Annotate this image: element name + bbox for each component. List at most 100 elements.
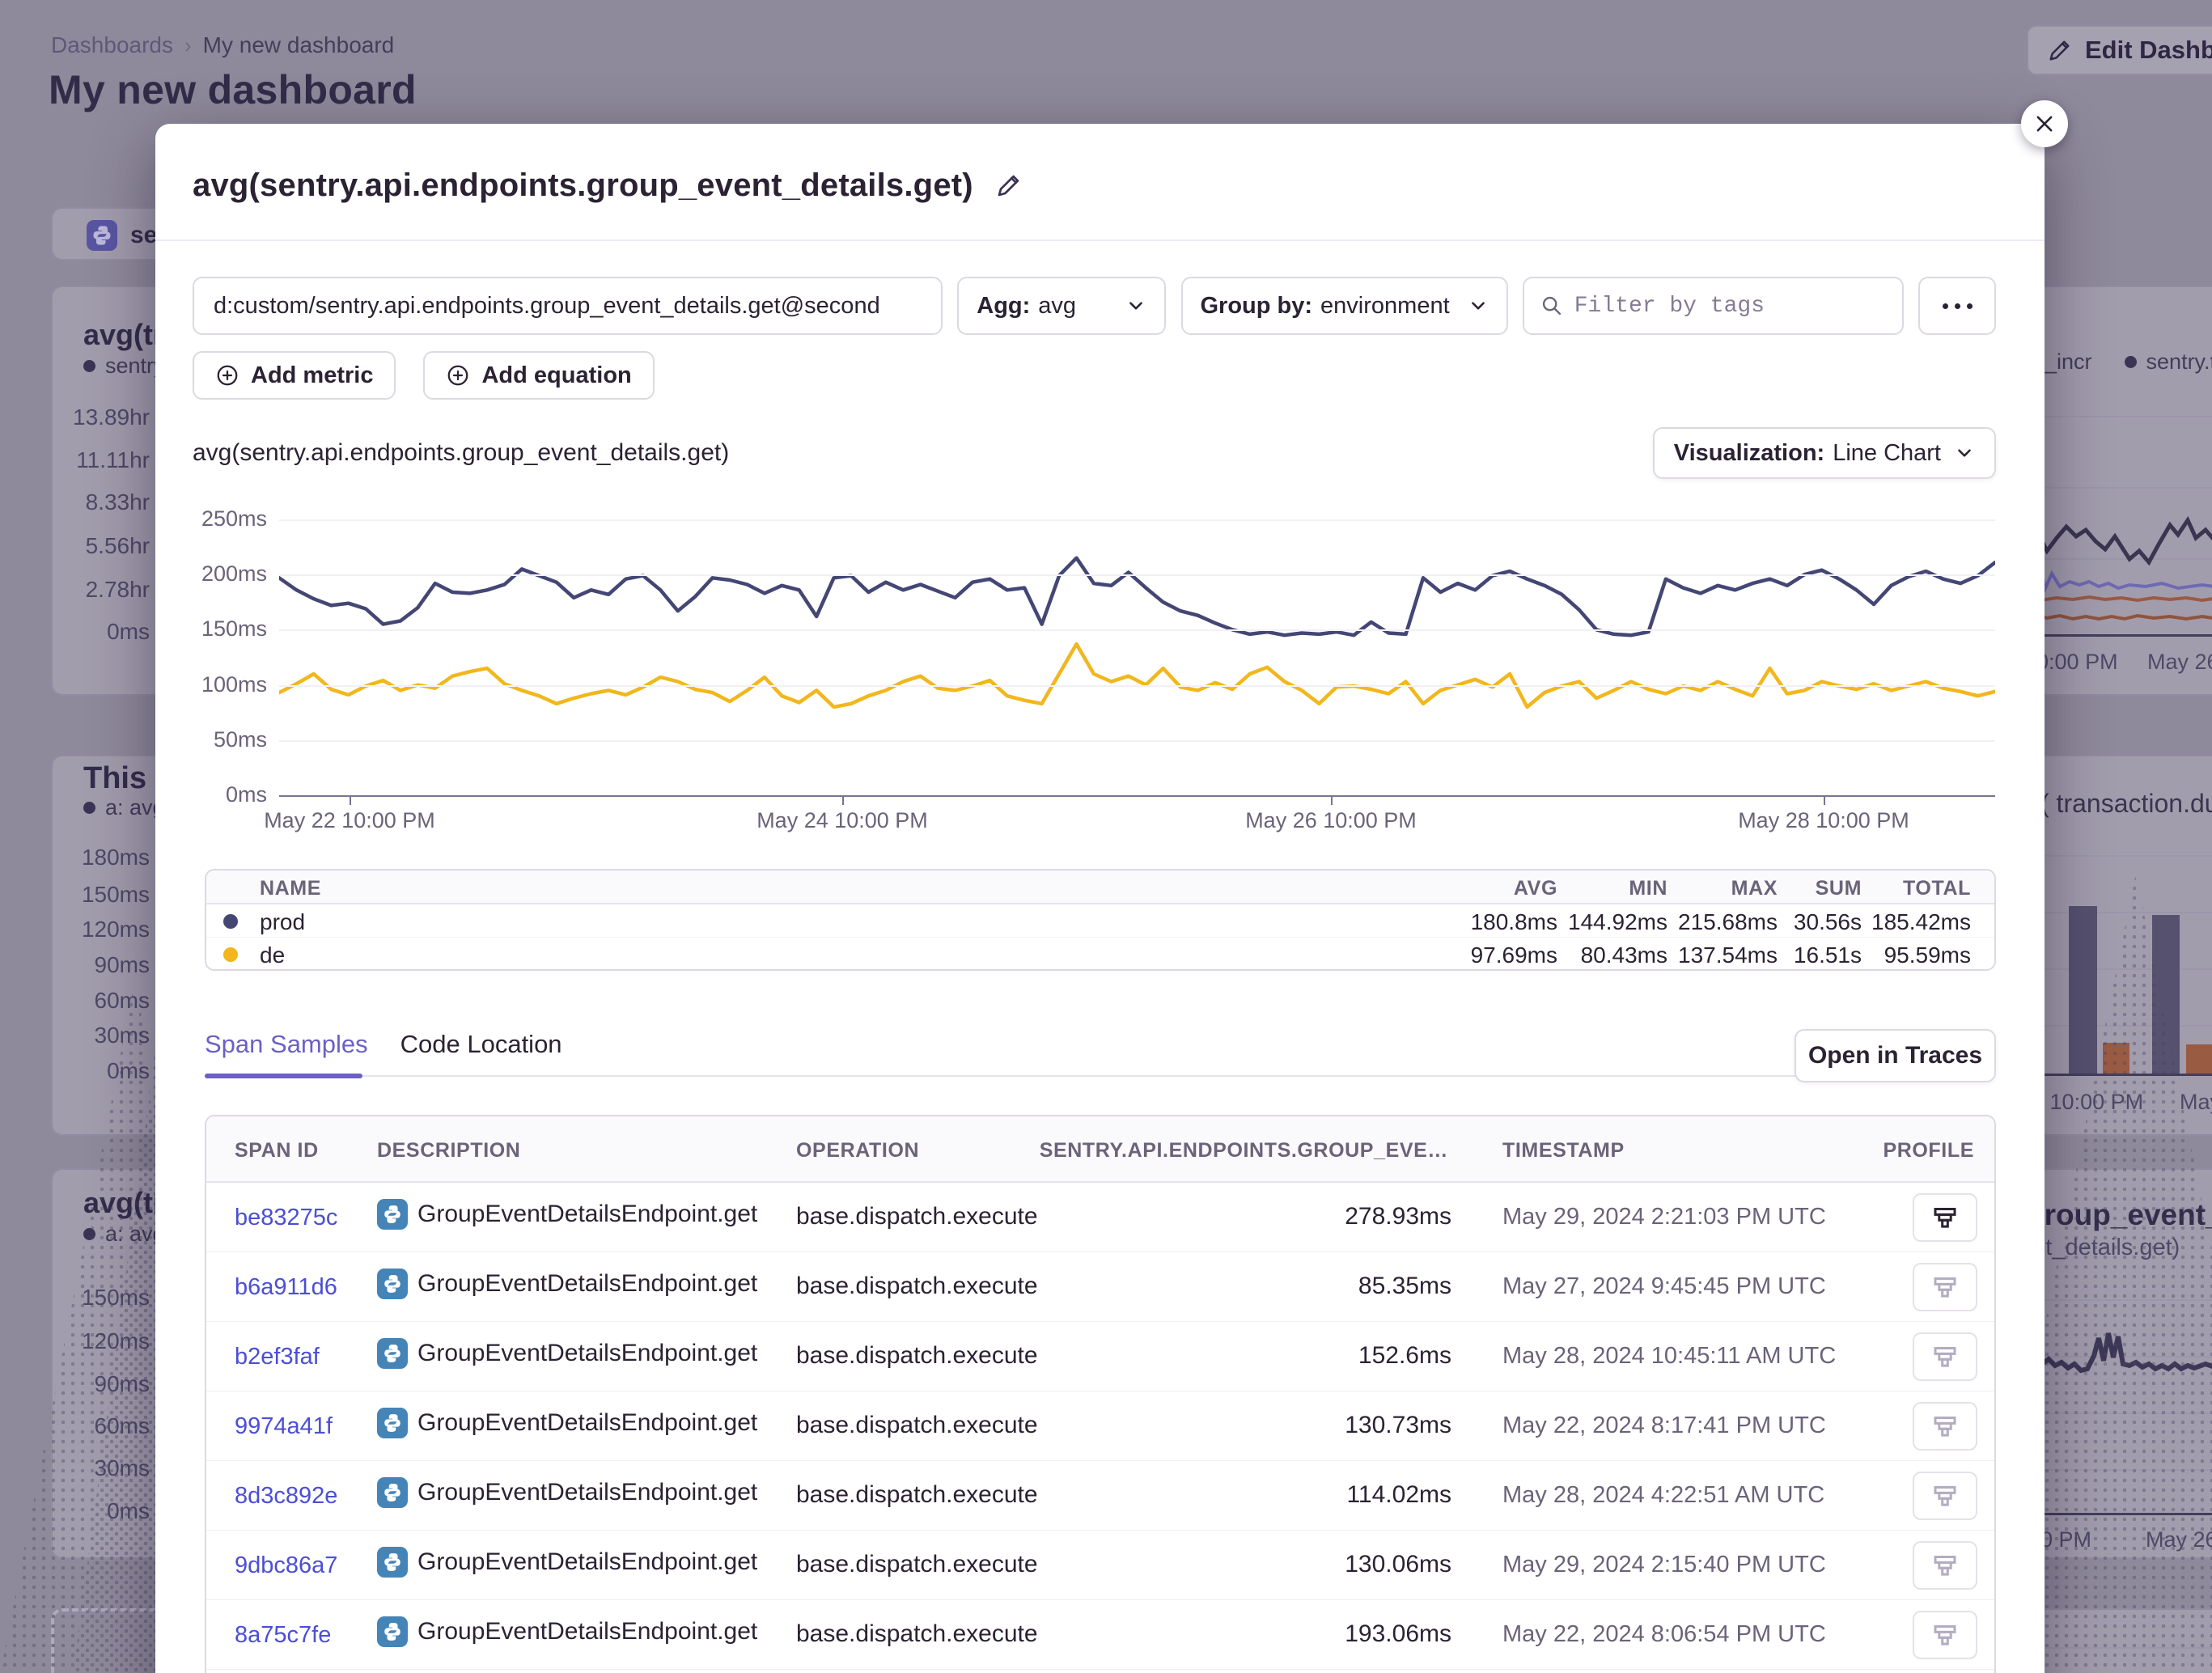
series-max: 137.54ms bbox=[1678, 942, 1778, 968]
group-by-value: environment bbox=[1320, 292, 1450, 319]
bg-y-label: 5.56hr bbox=[85, 533, 150, 558]
series-row-de[interactable]: de 97.69ms 80.43ms 137.54ms 16.51s 95.59… bbox=[206, 937, 1994, 969]
metric-query-input[interactable]: d:custom/sentry.api.endpoints.group_even… bbox=[193, 277, 943, 335]
col-sum: SUM bbox=[1815, 877, 1862, 900]
span-duration: 130.73ms bbox=[1345, 1412, 1451, 1438]
metric-query-value: d:custom/sentry.api.endpoints.group_even… bbox=[214, 292, 880, 319]
span-duration: 193.06ms bbox=[1345, 1620, 1451, 1647]
visualization-label: Visualization: bbox=[1673, 439, 1825, 466]
bg-widget-legend: sentry bbox=[105, 354, 165, 378]
profile-button[interactable] bbox=[1913, 1332, 1977, 1381]
span-operation: base.dispatch.execute bbox=[796, 1620, 1038, 1647]
span-duration: 114.02ms bbox=[1346, 1481, 1451, 1508]
bg-x-label: May 26 1 bbox=[2146, 1527, 2212, 1552]
span-description: GroupEventDetailsEndpoint.get bbox=[377, 1269, 757, 1299]
close-modal-button[interactable] bbox=[2021, 100, 2068, 147]
bg-y-label: 13.89hr bbox=[73, 404, 150, 430]
series-row-prod[interactable]: prod 180.8ms 144.92ms 215.68ms 30.56s 18… bbox=[206, 904, 1994, 937]
span-description-text: GroupEventDetailsEndpoint.get bbox=[417, 1548, 758, 1575]
line-chart bbox=[279, 519, 1995, 797]
x-axis-label: May 28 10:00 PM bbox=[1738, 808, 1909, 832]
col-avg: AVG bbox=[1513, 877, 1557, 900]
span-row: b2ef3faf GroupEventDetailsEndpoint.get b… bbox=[206, 1322, 1994, 1391]
python-icon bbox=[377, 1269, 408, 1299]
more-options-button[interactable] bbox=[1918, 277, 1996, 335]
bg-y-label: 0ms bbox=[107, 619, 150, 644]
tab-span-samples[interactable]: Span Samples bbox=[205, 1030, 368, 1058]
span-description-text: GroupEventDetailsEndpoint.get bbox=[417, 1409, 758, 1436]
legend-dot-icon bbox=[2124, 356, 2137, 368]
breadcrumb: Dashboards › My new dashboard bbox=[51, 32, 394, 58]
metric-details-modal: avg(sentry.api.endpoints.group_event_det… bbox=[155, 124, 2045, 1673]
group-by-select[interactable]: Group by: environment bbox=[1180, 277, 1508, 335]
series-sum: 30.56s bbox=[1793, 909, 1862, 934]
open-in-traces-button[interactable]: Open in Traces bbox=[1795, 1029, 1996, 1082]
x-tick bbox=[1824, 795, 1825, 805]
profile-button[interactable] bbox=[1913, 1611, 1977, 1659]
span-id-link[interactable]: 9974a41f bbox=[235, 1413, 333, 1439]
span-id-link[interactable]: b2ef3faf bbox=[235, 1344, 320, 1370]
bg-bar bbox=[2186, 1044, 2212, 1074]
span-description-text: GroupEventDetailsEndpoint.get bbox=[417, 1270, 758, 1297]
profile-button[interactable] bbox=[1913, 1472, 1977, 1520]
y-axis-label: 250ms bbox=[201, 506, 267, 531]
python-icon bbox=[377, 1477, 408, 1508]
span-timestamp: May 27, 2024 9:45:45 PM UTC bbox=[1502, 1273, 1826, 1299]
bg-bar bbox=[2152, 915, 2180, 1074]
col-operation: OPERATION bbox=[796, 1139, 920, 1162]
bg-y-label: 11.11hr bbox=[76, 447, 150, 472]
series-color-dot bbox=[223, 914, 238, 929]
col-span-id: SPAN ID bbox=[235, 1139, 319, 1162]
profile-button[interactable] bbox=[1913, 1193, 1977, 1242]
python-icon bbox=[377, 1616, 408, 1647]
x-tick bbox=[842, 795, 844, 805]
span-row: be83275c GroupEventDetailsEndpoint.get b… bbox=[206, 1183, 1994, 1252]
breadcrumb-current: My new dashboard bbox=[202, 32, 395, 57]
tab-code-location[interactable]: Code Location bbox=[400, 1030, 562, 1058]
span-timestamp: May 28, 2024 4:22:51 AM UTC bbox=[1502, 1482, 1825, 1508]
chevron-down-icon bbox=[1125, 295, 1146, 316]
span-timestamp: May 22, 2024 8:17:41 PM UTC bbox=[1502, 1413, 1826, 1438]
edit-dashboard-button[interactable]: Edit Dashboa bbox=[2027, 25, 2212, 75]
add-metric-button[interactable]: Add metric bbox=[193, 351, 396, 400]
span-operation: base.dispatch.execute bbox=[796, 1273, 1038, 1299]
summary-table-header: NAME AVG MIN MAX SUM TOTAL bbox=[206, 870, 1994, 904]
bg-y-label: 30ms bbox=[94, 1455, 150, 1480]
chevron-down-icon bbox=[1954, 443, 1975, 464]
bg-x-label: May 26 bbox=[2147, 650, 2212, 674]
breadcrumb-dashboards-link[interactable]: Dashboards bbox=[51, 32, 173, 57]
bg-widget-legend: sentry.t bbox=[2146, 349, 2212, 374]
bg-widget-title: avg(tr bbox=[83, 318, 165, 351]
edit-title-icon[interactable] bbox=[996, 172, 1022, 198]
main-chart-svg bbox=[279, 556, 1995, 709]
aggregation-select[interactable]: Agg: avg bbox=[957, 277, 1167, 335]
span-id-link[interactable]: be83275c bbox=[235, 1205, 338, 1230]
python-icon bbox=[377, 1199, 408, 1230]
python-icon bbox=[87, 220, 117, 251]
span-description: GroupEventDetailsEndpoint.get bbox=[377, 1616, 757, 1647]
span-id-link[interactable]: 8a75c7fe bbox=[235, 1622, 332, 1648]
agg-label: Agg: bbox=[977, 292, 1031, 319]
span-description: GroupEventDetailsEndpoint.get bbox=[377, 1477, 757, 1508]
profile-button[interactable] bbox=[1913, 1541, 1977, 1590]
series-total: 95.59ms bbox=[1884, 942, 1971, 968]
bg-y-label: 60ms bbox=[94, 1413, 150, 1438]
add-equation-button[interactable]: Add equation bbox=[423, 351, 655, 400]
visualization-select[interactable]: Visualization: Line Chart bbox=[1652, 427, 1996, 479]
series-summary-table: NAME AVG MIN MAX SUM TOTAL prod 180.8ms … bbox=[205, 869, 1996, 971]
span-description: GroupEventDetailsEndpoint.get bbox=[377, 1408, 757, 1438]
series-name: prod bbox=[260, 909, 306, 934]
filter-by-tags-input[interactable]: Filter by tags bbox=[1522, 277, 1904, 335]
page-title: My new dashboard bbox=[49, 67, 417, 112]
y-axis-label: 150ms bbox=[201, 616, 267, 641]
span-id-link[interactable]: 9dbc86a7 bbox=[235, 1552, 338, 1578]
profile-button[interactable] bbox=[1913, 1402, 1977, 1451]
span-id-link[interactable]: b6a911d6 bbox=[235, 1274, 337, 1300]
legend-dot-icon bbox=[83, 802, 95, 814]
span-row: 8a75c7fe GroupEventDetailsEndpoint.get b… bbox=[206, 1600, 1994, 1670]
profile-button[interactable] bbox=[1913, 1263, 1977, 1311]
span-id-link[interactable]: 8d3c892e bbox=[235, 1483, 338, 1509]
agg-value: avg bbox=[1038, 292, 1077, 319]
col-timestamp: TIMESTAMP bbox=[1502, 1139, 1625, 1162]
